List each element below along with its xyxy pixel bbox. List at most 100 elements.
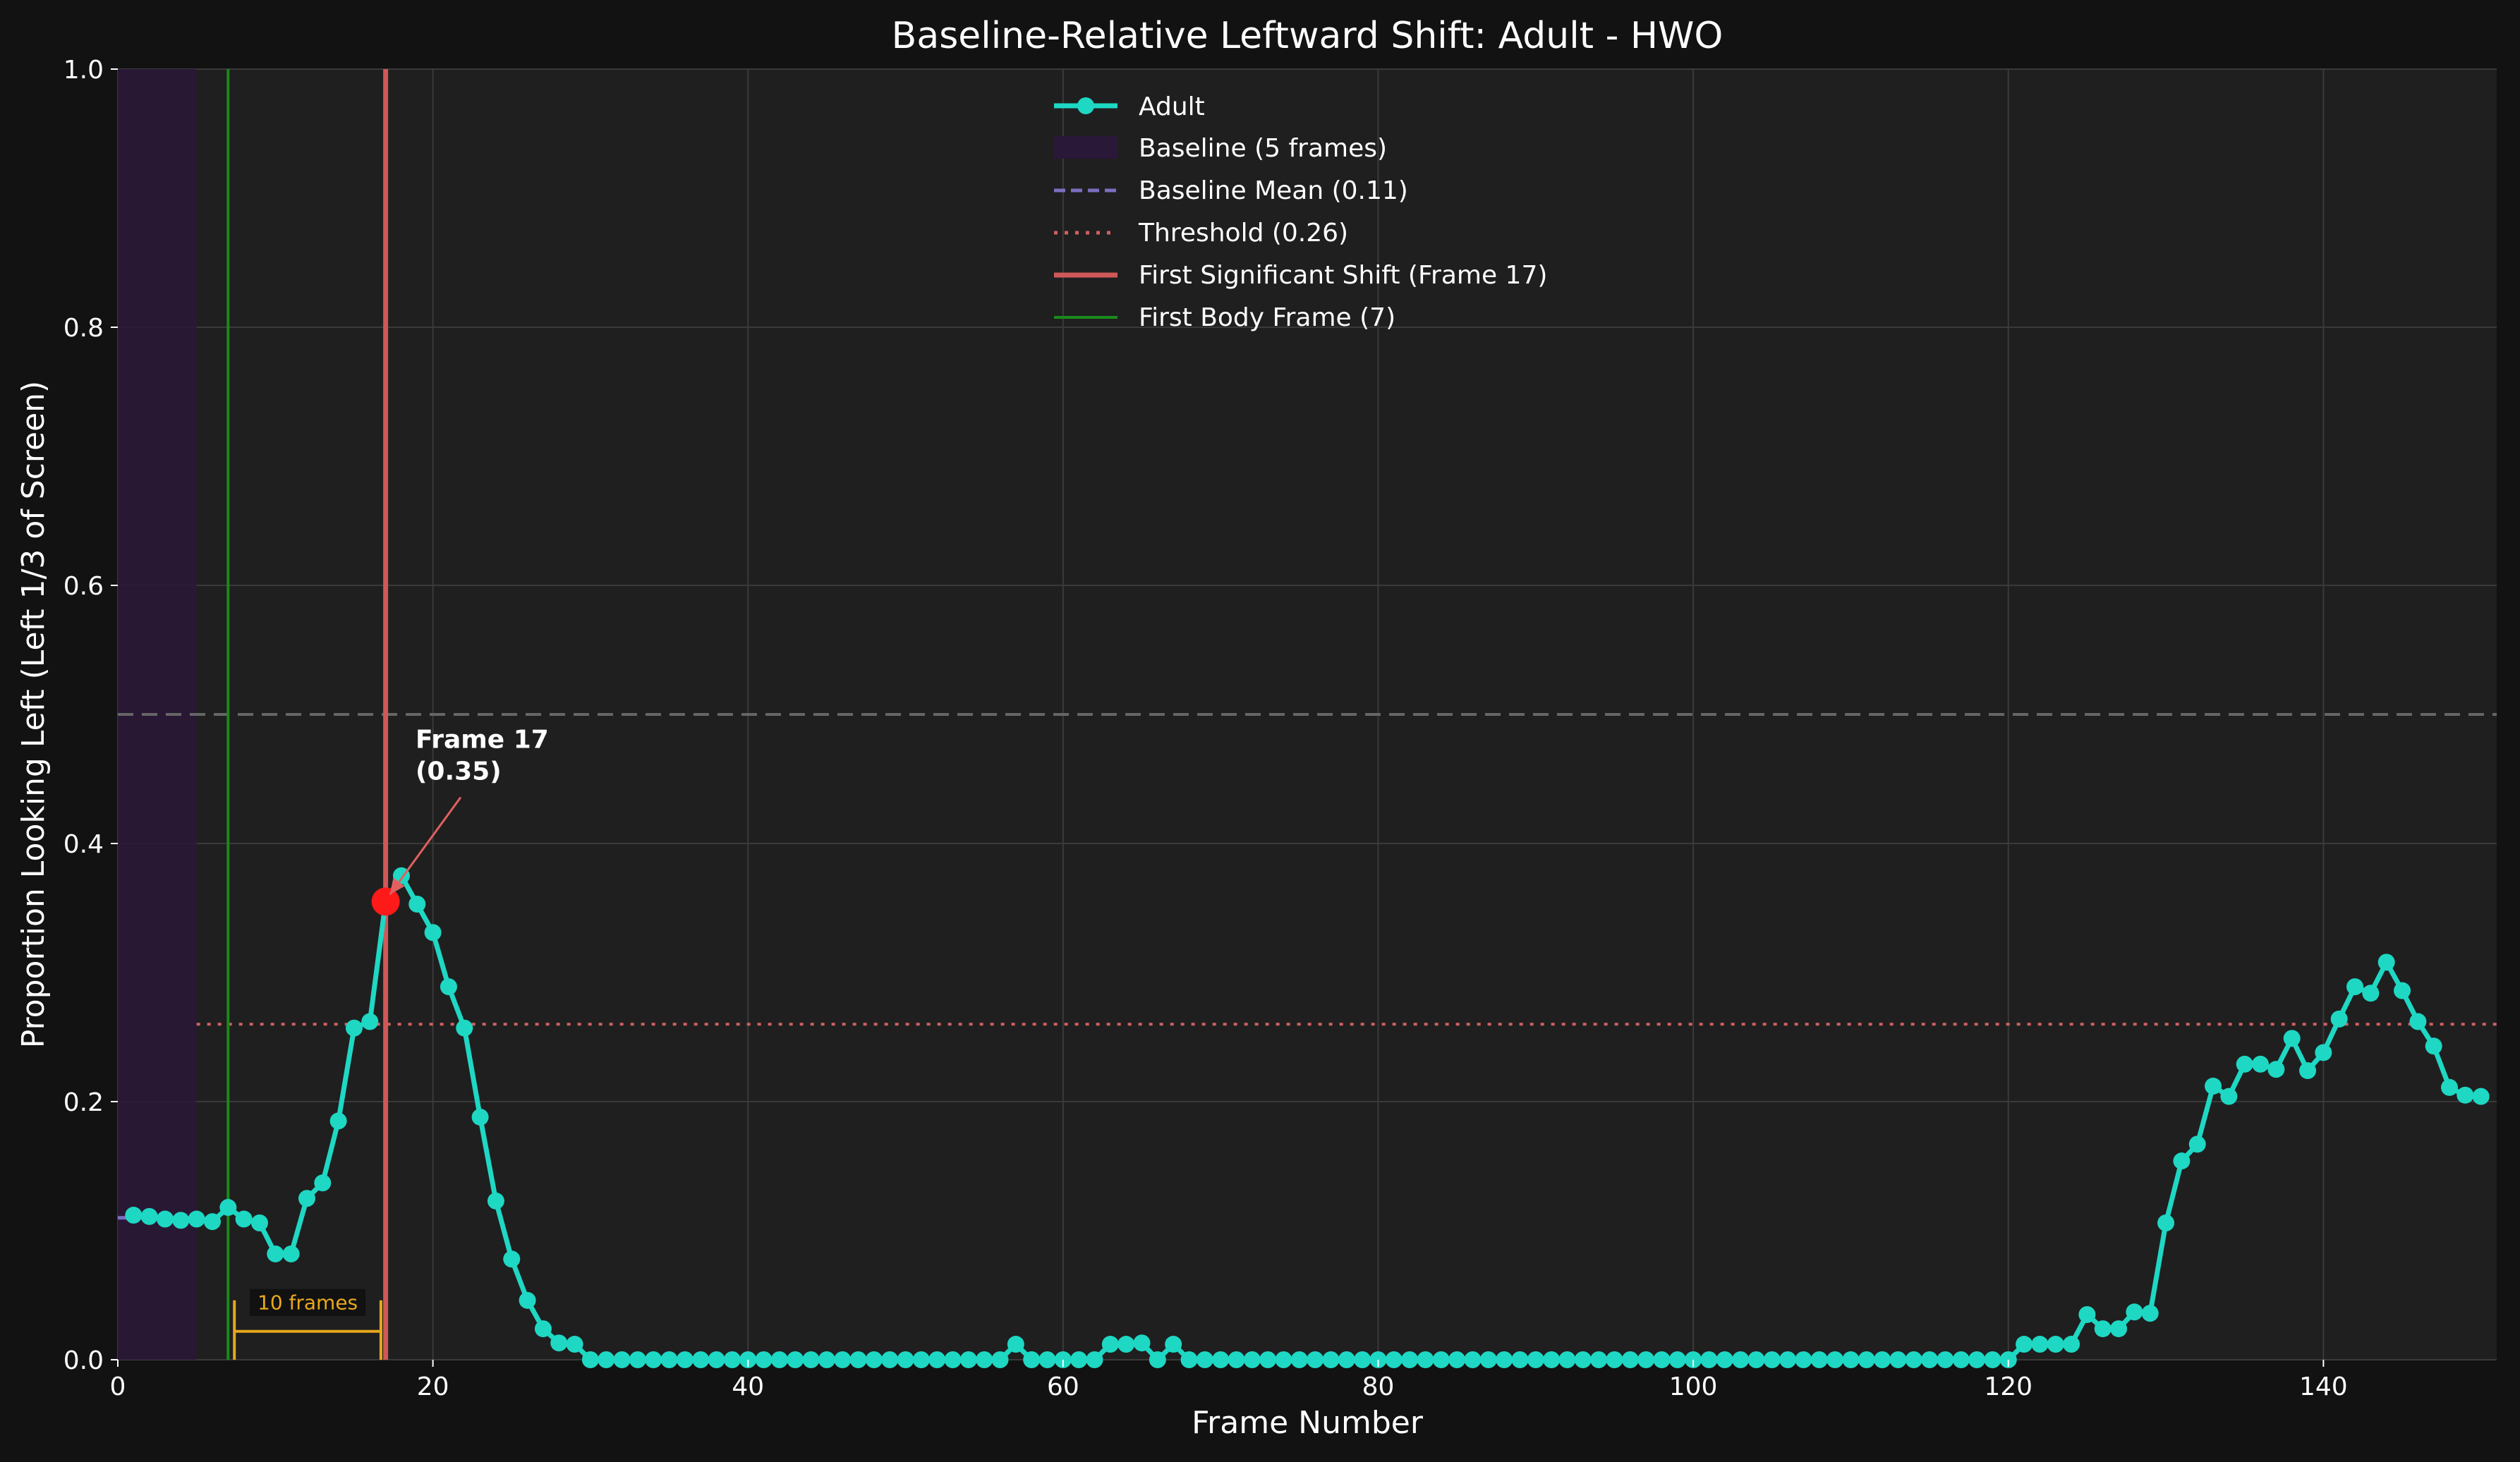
data-point-frame-85	[1448, 1351, 1466, 1368]
data-point-frame-141	[2330, 1010, 2348, 1028]
y-tick-label-0.6: 0.6	[63, 572, 104, 601]
y-tick-label-0.2: 0.2	[63, 1088, 104, 1117]
legend: Adult Baseline (5 frames) Baseline Mean …	[1054, 92, 1547, 332]
y-axis-label: Proportion Looking Left (Left 1/3 of Scr…	[16, 381, 52, 1048]
x-tick-label-0: 0	[110, 1372, 126, 1401]
data-point-frame-77	[1322, 1351, 1340, 1368]
annotation-arrowhead	[389, 877, 405, 895]
legend-label-threshold: Threshold (0.26)	[1138, 219, 1348, 248]
data-point-frame-92	[1558, 1351, 1576, 1368]
data-point-frame-84	[1432, 1351, 1450, 1368]
data-point-frame-131	[2173, 1152, 2191, 1170]
data-point-frame-94	[1590, 1351, 1608, 1368]
data-point-frame-91	[1543, 1351, 1561, 1368]
data-point-frame-128	[2126, 1303, 2143, 1321]
data-point-frame-126	[2094, 1320, 2112, 1338]
data-point-frame-143	[2362, 985, 2380, 1002]
x-tick-label-120: 120	[1984, 1372, 2033, 1401]
data-point-frame-57	[1007, 1336, 1024, 1353]
annotation-value-label: (0.35)	[416, 757, 502, 786]
data-point-frame-121	[2016, 1336, 2033, 1353]
data-point-frame-139	[2299, 1062, 2317, 1080]
data-point-frame-110	[1842, 1351, 1860, 1368]
data-point-frame-150	[2472, 1088, 2490, 1105]
data-point-frame-42	[770, 1351, 788, 1368]
data-point-frame-136	[2252, 1055, 2270, 1073]
data-point-frame-123	[2047, 1336, 2064, 1353]
data-point-frame-144	[2377, 954, 2395, 971]
data-point-frame-82	[1401, 1351, 1419, 1368]
data-point-frame-104	[1747, 1351, 1765, 1368]
data-point-frame-114	[1905, 1351, 1922, 1368]
data-point-frame-33	[629, 1351, 646, 1368]
data-point-frame-1	[125, 1207, 143, 1224]
data-point-frame-26	[519, 1291, 536, 1309]
data-point-frame-6	[203, 1213, 221, 1231]
data-point-frame-31	[598, 1351, 615, 1368]
first-shift-marker	[371, 887, 400, 916]
data-point-frame-58	[1023, 1351, 1041, 1368]
data-point-frame-43	[787, 1351, 804, 1368]
data-point-frame-28	[550, 1334, 568, 1352]
data-point-frame-138	[2283, 1030, 2301, 1047]
data-point-frame-130	[2157, 1214, 2175, 1232]
legend-label-baseline: Baseline (5 frames)	[1139, 134, 1387, 163]
data-point-frame-111	[1858, 1351, 1875, 1368]
data-point-frame-16	[361, 1013, 379, 1030]
data-point-frame-65	[1133, 1334, 1151, 1352]
data-point-frame-47	[849, 1351, 867, 1368]
data-point-frame-23	[471, 1108, 489, 1126]
data-point-frame-116	[1937, 1351, 1954, 1368]
data-point-frame-69	[1196, 1351, 1213, 1368]
data-point-frame-134	[2220, 1088, 2238, 1105]
data-point-frame-89	[1511, 1351, 1529, 1368]
y-axis-ticks: 0.0 0.2 0.4 0.6 0.8 1.0	[63, 56, 118, 1375]
x-axis-ticks: 0 20 40 60 80 100 120 140	[110, 1360, 2348, 1401]
data-point-frame-71	[1228, 1351, 1245, 1368]
data-point-frame-118	[1968, 1351, 1986, 1368]
data-point-frame-67	[1165, 1336, 1182, 1353]
data-point-frame-124	[2063, 1336, 2080, 1353]
x-tick-label-60: 60	[1047, 1372, 1079, 1401]
data-point-frame-3	[156, 1210, 174, 1228]
x-tick-label-20: 20	[417, 1372, 449, 1401]
data-point-frame-32	[613, 1351, 631, 1368]
series-points-adult	[125, 867, 2490, 1368]
data-point-frame-56	[991, 1351, 1009, 1368]
data-point-frame-88	[1496, 1351, 1513, 1368]
data-point-frame-76	[1307, 1351, 1324, 1368]
legend-swatch-baseline	[1054, 136, 1117, 159]
x-tick-label-80: 80	[1362, 1372, 1395, 1401]
data-point-frame-13	[314, 1174, 332, 1192]
y-tick-label-0.8: 0.8	[63, 314, 104, 343]
data-point-frame-10	[267, 1245, 284, 1262]
data-point-frame-97	[1637, 1351, 1655, 1368]
data-point-frame-54	[959, 1351, 977, 1368]
data-point-frame-72	[1243, 1351, 1261, 1368]
data-point-frame-113	[1889, 1351, 1907, 1368]
data-point-frame-21	[440, 978, 457, 996]
data-point-frame-12	[298, 1190, 315, 1207]
data-point-frame-41	[755, 1351, 773, 1368]
data-point-frame-5	[188, 1210, 205, 1228]
legend-label-first-shift: First Significant Shift (Frame 17)	[1139, 261, 1547, 290]
data-point-frame-101	[1700, 1351, 1718, 1368]
legend-label-baseline-mean: Baseline Mean (0.11)	[1139, 176, 1408, 205]
data-point-frame-87	[1479, 1351, 1497, 1368]
data-point-frame-4	[172, 1212, 190, 1229]
data-point-frame-53	[944, 1351, 962, 1368]
ten-frames-bracket: 10 frames	[233, 1289, 382, 1360]
data-point-frame-74	[1275, 1351, 1292, 1368]
legend-label-adult: Adult	[1139, 92, 1205, 121]
data-point-frame-127	[2110, 1320, 2128, 1338]
y-tick-label-0.4: 0.4	[63, 830, 104, 859]
data-point-frame-24	[487, 1192, 504, 1210]
data-point-frame-39	[723, 1351, 741, 1368]
data-point-frame-51	[912, 1351, 930, 1368]
data-point-frame-34	[645, 1351, 662, 1368]
data-point-frame-7	[219, 1199, 237, 1217]
data-point-frame-135	[2236, 1055, 2253, 1073]
x-tick-label-140: 140	[2299, 1372, 2348, 1401]
data-point-frame-95	[1606, 1351, 1623, 1368]
